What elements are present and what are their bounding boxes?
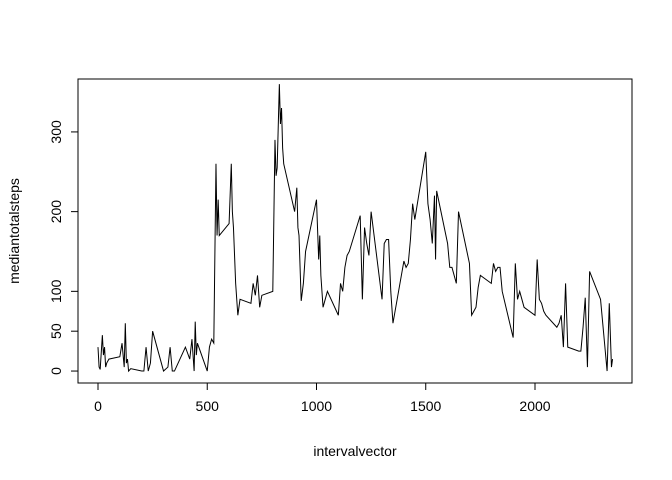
x-tick-label: 1500 [410,398,441,414]
y-tick-label: 0 [48,367,64,375]
y-tick-label: 100 [48,279,64,303]
x-tick-label: 0 [94,398,102,414]
x-axis-title: intervalvector [313,443,397,459]
y-tick-label: 200 [48,200,64,224]
y-tick-label: 50 [48,323,64,339]
x-tick-label: 1000 [301,398,332,414]
data-line [97,84,614,373]
plot-box [77,78,633,384]
y-tick-label: 300 [48,120,64,144]
x-tick-label: 2000 [519,398,550,414]
y-axis-title: mediantotalsteps [6,178,22,284]
x-tick-label: 500 [196,398,220,414]
